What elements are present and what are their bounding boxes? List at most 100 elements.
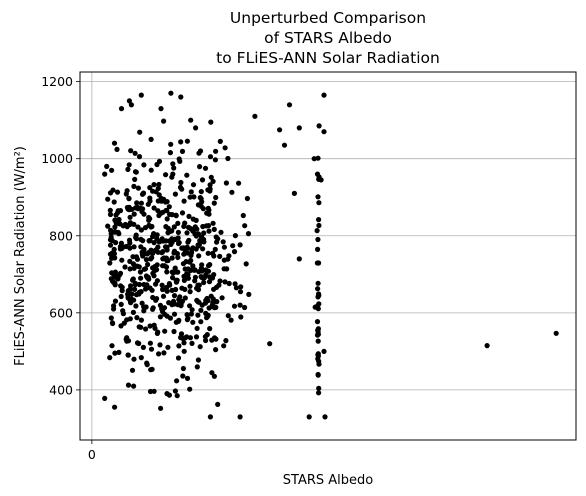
data-point <box>316 339 321 344</box>
data-point <box>321 349 326 354</box>
data-point <box>112 247 117 252</box>
data-point <box>119 106 124 111</box>
data-point <box>198 344 203 349</box>
data-point <box>196 253 201 258</box>
data-point <box>229 190 234 195</box>
data-point <box>313 305 318 310</box>
data-point <box>148 389 153 394</box>
data-point <box>203 298 208 303</box>
data-point <box>128 316 133 321</box>
data-point <box>245 196 250 201</box>
data-point <box>141 162 146 167</box>
data-point <box>200 246 205 251</box>
data-point <box>119 302 124 307</box>
data-point <box>196 231 201 236</box>
data-point <box>217 254 222 259</box>
data-point <box>232 304 237 309</box>
data-point <box>110 188 115 193</box>
data-point <box>126 196 131 201</box>
data-point <box>244 261 249 266</box>
data-point <box>172 301 177 306</box>
data-point <box>187 387 192 392</box>
data-point <box>112 199 117 204</box>
data-point <box>206 223 211 228</box>
data-point <box>213 305 218 310</box>
data-point <box>170 275 175 280</box>
data-point <box>158 211 163 216</box>
data-point <box>151 182 156 187</box>
data-point <box>188 289 193 294</box>
data-point <box>208 154 213 159</box>
data-point <box>155 330 160 335</box>
data-point <box>192 278 197 283</box>
data-point <box>183 266 188 271</box>
data-point <box>195 313 200 318</box>
data-point <box>238 284 243 289</box>
data-point <box>154 162 159 167</box>
data-point <box>315 286 320 291</box>
data-point <box>321 93 326 98</box>
data-point <box>182 278 187 283</box>
data-point <box>193 125 198 130</box>
data-point <box>213 149 218 154</box>
data-point <box>189 311 194 316</box>
data-point <box>267 341 272 346</box>
data-point <box>131 261 136 266</box>
data-point <box>234 285 239 290</box>
data-point <box>126 288 131 293</box>
data-point <box>109 343 114 348</box>
data-point <box>199 268 204 273</box>
data-point <box>131 298 136 303</box>
x-axis-ticks: 0 <box>88 440 96 462</box>
data-point <box>316 281 321 286</box>
data-point <box>208 120 213 125</box>
data-point <box>119 246 124 251</box>
data-point <box>174 213 179 218</box>
data-point <box>182 349 187 354</box>
data-point <box>238 414 243 419</box>
data-point <box>110 254 115 259</box>
data-point <box>134 170 139 175</box>
data-point <box>118 323 123 328</box>
data-point <box>196 357 201 362</box>
data-point <box>200 303 205 308</box>
data-point <box>225 156 230 161</box>
data-point <box>141 282 146 287</box>
data-point <box>164 208 169 213</box>
data-point <box>160 263 165 268</box>
data-point <box>140 192 145 197</box>
data-point <box>177 156 182 161</box>
data-point <box>119 294 124 299</box>
data-point <box>186 214 191 219</box>
data-point <box>316 332 321 337</box>
data-point <box>189 189 194 194</box>
data-point <box>223 145 228 150</box>
data-point <box>213 195 218 200</box>
data-point <box>139 318 144 323</box>
data-point <box>165 216 170 221</box>
data-point <box>227 281 232 286</box>
data-point <box>175 270 180 275</box>
data-point <box>177 301 182 306</box>
data-point <box>316 223 321 228</box>
data-point <box>218 230 223 235</box>
data-point <box>112 351 117 356</box>
data-point <box>141 308 146 313</box>
data-point <box>154 247 159 252</box>
data-point <box>133 151 138 156</box>
data-point <box>178 139 183 144</box>
data-point <box>178 185 183 190</box>
data-point <box>195 326 200 331</box>
data-point <box>160 249 165 254</box>
data-point <box>197 164 202 169</box>
x-axis-label: STARS Albedo <box>283 473 374 488</box>
data-point <box>121 311 126 316</box>
data-point <box>175 221 180 226</box>
data-point <box>131 184 136 189</box>
data-point <box>307 414 312 419</box>
data-point <box>173 388 178 393</box>
data-point <box>246 231 251 236</box>
data-point <box>316 390 321 395</box>
data-point <box>180 210 185 215</box>
